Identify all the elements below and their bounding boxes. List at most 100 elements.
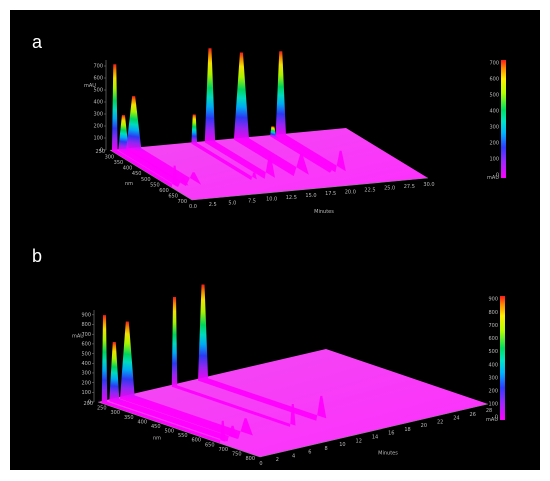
colorbar-tick-label: 400 (489, 109, 499, 115)
colorbar-tick-label: 200 (488, 388, 498, 394)
colorbar-tick-label: 500 (489, 93, 499, 99)
z-axis-tick-label: 100 (81, 390, 91, 396)
colorbar-tick-label: 700 (489, 61, 499, 67)
nm-axis-tick-label: 350 (124, 415, 134, 421)
time-axis-tick-label: 12.5 (286, 195, 297, 201)
time-axis-label: Minutes (378, 451, 398, 457)
colorbar (501, 60, 506, 178)
nm-axis-tick-label: 250 (97, 406, 107, 412)
time-axis-tick-label: 10 (339, 442, 345, 448)
z-axis-tick-label: 200 (81, 380, 91, 386)
nm-axis-tick-label: 500 (164, 429, 174, 435)
z-axis-tick-label: 700 (81, 332, 91, 338)
nm-axis-tick-label: 550 (150, 182, 160, 188)
colorbar-tick-label: 900 (488, 297, 498, 303)
nm-axis-tick-label: 700 (218, 447, 228, 453)
time-axis-tick-label: 30.0 (423, 182, 434, 188)
panel-letter-b: b (32, 246, 43, 266)
nm-axis-tick-label: 550 (178, 433, 188, 439)
time-axis-tick-label: 20 (421, 423, 427, 429)
time-axis-tick-label: 14 (372, 435, 378, 441)
colorbar-tick-label: 200 (489, 141, 499, 147)
z-axis-label: mAU (72, 334, 84, 340)
time-axis-label: Minutes (314, 209, 334, 215)
nm-axis-tick-label: 450 (132, 171, 142, 177)
time-axis-tick-label: 6 (308, 450, 311, 456)
colorbar-tick-label: 600 (488, 336, 498, 342)
nm-axis-tick-label: 200 (83, 401, 93, 407)
colorbar (500, 296, 505, 420)
z-axis-tick-label: 400 (81, 361, 91, 367)
time-axis-line (259, 403, 489, 458)
chart-panel-a: 0100200300400500600700mAU250300350400450… (84, 48, 506, 215)
nm-axis-line (97, 401, 261, 458)
colorbar-unit-label: mAU (487, 175, 499, 181)
z-axis-tick-label: 200 (93, 124, 103, 130)
time-axis-tick-label: 12 (356, 438, 362, 444)
spectral-peak (275, 51, 346, 173)
time-axis-line (191, 177, 429, 201)
nm-axis-label: nm (125, 181, 133, 187)
nm-axis-tick-label: 800 (245, 456, 255, 462)
z-axis-tick-label: 300 (93, 112, 103, 118)
time-axis-tick-label: 5.0 (228, 200, 236, 206)
spectral-peak (171, 296, 296, 427)
z-axis-tick-label: 600 (81, 342, 91, 348)
time-axis-tick-label: 16 (388, 431, 394, 437)
colorbar-tick-label: 400 (488, 362, 498, 368)
nm-axis-tick-label: 300 (105, 155, 115, 161)
nm-axis-tick-label: 250 (95, 149, 105, 155)
nm-axis-tick-label: 300 (110, 410, 120, 416)
spectral-peak (198, 284, 327, 421)
nm-axis-label: nm (153, 436, 161, 442)
time-axis-tick-label: 15.0 (305, 193, 316, 199)
z-axis-tick-label: 400 (93, 100, 103, 106)
colorbar-tick-label: 700 (488, 323, 498, 329)
time-axis-tick-label: 8 (325, 446, 328, 452)
time-axis-tick-label: 2.5 (209, 202, 217, 208)
nm-axis-tick-label: 400 (137, 419, 147, 425)
spectral-peak (204, 48, 276, 179)
figure-frame: a b 0 100 200 300 400 500 600 700 mAU 250 300 350 40… (10, 10, 540, 470)
chart-panel-b: 0100200300400500600700800900mAU200250300… (72, 284, 505, 467)
time-axis-tick-label: 4 (292, 453, 295, 459)
z-axis-label: mAU (84, 83, 96, 89)
nm-axis-line (109, 149, 193, 201)
colorbar-tick-label: 100 (489, 157, 499, 163)
z-axis-tick-label: 900 (81, 313, 91, 319)
z-axis-tick-label: 500 (81, 351, 91, 357)
spectral-peak (233, 52, 309, 177)
z-axis-tick-label: 0 (100, 148, 103, 154)
time-axis-tick-label: 17.5 (325, 191, 336, 197)
spectral-surface-charts: 0100200300400500600700mAU250300350400450… (72, 48, 506, 467)
nm-axis-tick-label: 600 (191, 438, 201, 444)
spectral-peak (101, 315, 226, 444)
colorbar-tick-label: 0 (495, 415, 498, 421)
colorbar-tick-label: 100 (488, 402, 498, 408)
z-axis-tick-label: 600 (93, 76, 103, 82)
colorbar-tick-label: 300 (488, 375, 498, 381)
z-axis-tick-label: 500 (93, 88, 103, 94)
nm-axis-tick-label: 650 (205, 442, 215, 448)
time-axis-tick-label: 0 (259, 461, 262, 467)
colorbar-tick-label: 600 (489, 77, 499, 83)
colorbar-unit-label: mAU (486, 417, 498, 423)
time-axis-tick-label: 10.0 (266, 197, 277, 203)
nm-axis-tick-label: 600 (159, 188, 169, 194)
colorbar-tick-label: 300 (489, 125, 499, 131)
spectral-peak (126, 96, 202, 187)
time-axis-tick-label: 22.5 (364, 188, 375, 194)
colorbar-tick-label: 800 (488, 310, 498, 316)
time-axis-tick-label: 26 (470, 412, 476, 418)
nm-axis-tick-label: 400 (123, 166, 133, 172)
nm-axis-tick-label: 350 (114, 160, 124, 166)
colorbar-tick-label: 500 (488, 349, 498, 355)
z-axis-tick-label: 100 (93, 136, 103, 142)
time-axis-tick-label: 24 (453, 416, 459, 422)
nm-axis-tick-label: 650 (168, 193, 178, 199)
z-axis-tick-label: 0 (88, 400, 91, 406)
colorbar-tick-label: 0 (496, 173, 499, 179)
time-axis-tick-label: 22 (437, 419, 443, 425)
z-axis-tick-label: 300 (81, 371, 91, 377)
nm-axis-tick-label: 500 (141, 177, 151, 183)
